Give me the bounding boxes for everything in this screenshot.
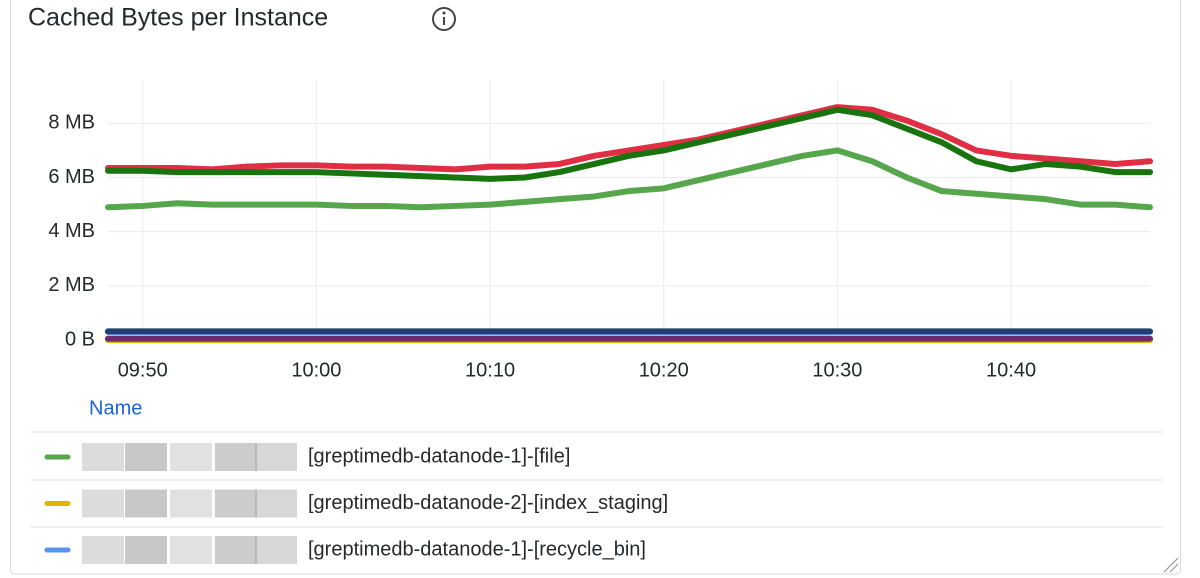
redacted-text [82,443,124,471]
x-tick-label: 10:00 [291,359,341,381]
redacted-text [255,536,297,564]
legend-label: [greptimedb-datanode-2]-[index_staging] [308,492,668,514]
legend-label: [greptimedb-datanode-1]-[recycle_bin] [308,538,646,560]
redacted-text [170,489,212,518]
legend-header[interactable]: Name [89,397,142,419]
redacted-text [125,489,167,518]
redacted-text [215,536,257,564]
redacted-text [170,443,212,471]
redacted-text [215,443,257,471]
x-tick-label: 10:20 [639,359,689,381]
x-tick-label: 10:40 [986,359,1036,381]
info-icon[interactable] [432,7,456,31]
redacted-text [170,536,212,564]
panel-border [10,0,1181,575]
y-tick-label: 6 MB [48,166,95,188]
y-tick-label: 2 MB [48,274,95,296]
y-tick-label: 4 MB [48,220,95,242]
legend-label: [greptimedb-datanode-1]-[file] [308,445,570,467]
redacted-text [82,489,124,518]
x-tick-label: 10:30 [812,359,862,381]
redacted-text [215,489,257,518]
redacted-text [125,536,167,564]
series-line [105,104,1153,173]
redacted-text [255,489,297,518]
series-line [105,147,1153,211]
legend-item[interactable]: [greptimedb-datanode-1]-[recycle_bin] [44,536,646,564]
x-tick-label: 10:10 [465,359,515,381]
redacted-text [125,443,167,471]
y-tick-label: 0 B [65,328,95,350]
legend-item[interactable]: [greptimedb-datanode-2]-[index_staging] [44,489,668,518]
redacted-text [255,443,297,471]
resize-handle[interactable] [1163,557,1179,573]
legend-item[interactable]: [greptimedb-datanode-1]-[file] [44,443,570,471]
x-tick-label: 09:50 [118,359,168,381]
series-line [105,106,1153,182]
panel-title: Cached Bytes per Instance [28,4,328,32]
y-tick-label: 8 MB [48,112,95,134]
redacted-text [82,536,124,564]
